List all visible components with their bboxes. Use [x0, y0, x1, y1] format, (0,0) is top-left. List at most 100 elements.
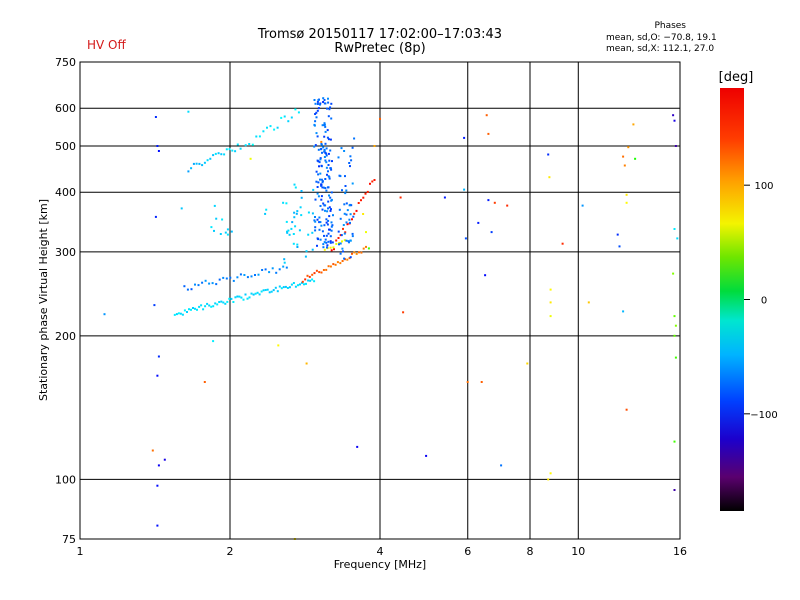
data-point: [464, 237, 467, 240]
data-point: [230, 230, 233, 233]
data-point: [210, 305, 213, 308]
data-point: [240, 296, 243, 299]
data-point: [325, 221, 328, 224]
data-point: [342, 224, 345, 226]
data-point: [356, 445, 359, 448]
data-point: [327, 200, 330, 203]
data-point: [324, 178, 327, 180]
data-point: [286, 230, 288, 233]
data-point: [345, 221, 348, 224]
x-axis-ticks: 1 2 4 6 8 10 16: [77, 545, 688, 558]
data-point: [221, 218, 224, 221]
data-point: [157, 150, 160, 152]
data-point: [331, 241, 334, 244]
data-point: [674, 145, 677, 147]
data-point: [341, 240, 343, 243]
data-point: [339, 242, 342, 245]
data-point: [547, 478, 550, 481]
data-point: [292, 282, 295, 284]
data-point: [317, 148, 320, 151]
data-point: [300, 196, 303, 199]
data-point: [252, 293, 255, 296]
data-point: [355, 252, 358, 255]
data-point: [330, 199, 333, 202]
data-point: [353, 251, 356, 254]
data-point: [203, 381, 206, 383]
data-point: [484, 274, 487, 277]
data-point: [243, 274, 246, 276]
data-point: [323, 234, 325, 237]
data-point: [362, 247, 365, 250]
data-point: [402, 311, 405, 314]
data-point: [261, 269, 264, 271]
data-point: [425, 454, 428, 457]
data-point: [228, 297, 231, 300]
data-point: [328, 177, 331, 180]
data-point: [325, 166, 328, 169]
data-point: [151, 449, 154, 452]
data-point: [345, 202, 348, 205]
data-point: [297, 111, 300, 114]
data-point: [202, 308, 205, 311]
data-point: [330, 117, 333, 120]
data-point: [326, 107, 328, 110]
data-point: [154, 116, 157, 118]
y-tick-label: 750: [55, 56, 76, 69]
data-point: [673, 228, 676, 230]
y-tick-label: 75: [62, 533, 76, 546]
data-point: [342, 227, 344, 230]
data-point: [319, 178, 321, 181]
data-point: [326, 129, 329, 132]
data-point: [320, 164, 323, 167]
data-point: [369, 182, 371, 185]
data-point: [296, 246, 299, 248]
data-point: [330, 168, 333, 171]
data-point: [343, 212, 346, 215]
data-point: [313, 280, 316, 283]
data-point: [194, 283, 196, 286]
data-point: [323, 241, 326, 244]
data-point: [242, 298, 245, 301]
data-point: [321, 124, 324, 127]
x-tick-label: 8: [527, 545, 534, 558]
data-point: [357, 202, 360, 204]
data-point: [236, 276, 239, 279]
data-point: [285, 220, 288, 223]
data-point: [236, 295, 239, 298]
data-point: [373, 179, 376, 181]
data-point: [355, 209, 358, 212]
data-point: [322, 146, 325, 149]
data-point: [325, 189, 328, 192]
data-point: [327, 170, 329, 173]
data-point: [284, 285, 287, 288]
data-point: [294, 225, 297, 228]
data-point: [328, 108, 331, 111]
data-point: [353, 212, 356, 215]
data-point: [485, 114, 488, 117]
data-point: [316, 103, 319, 105]
data-point: [287, 229, 290, 232]
data-point: [327, 152, 330, 155]
data-point: [291, 221, 294, 224]
data-point: [340, 234, 343, 237]
data-point: [210, 226, 213, 229]
data-point: [190, 308, 192, 311]
data-point: [463, 136, 466, 139]
data-point: [622, 310, 625, 313]
data-point: [326, 210, 329, 213]
data-point: [320, 183, 323, 186]
data-point: [197, 284, 200, 287]
data-point: [329, 209, 332, 212]
data-point: [336, 261, 339, 264]
data-point: [328, 228, 330, 231]
data-point: [323, 224, 326, 227]
data-point: [549, 301, 552, 304]
data-point: [326, 246, 328, 249]
data-point: [326, 173, 328, 176]
data-point: [270, 290, 273, 293]
data-point: [343, 232, 346, 235]
data-point: [323, 150, 326, 153]
data-point: [325, 152, 328, 155]
data-point: [443, 196, 446, 199]
data-point: [286, 231, 289, 234]
